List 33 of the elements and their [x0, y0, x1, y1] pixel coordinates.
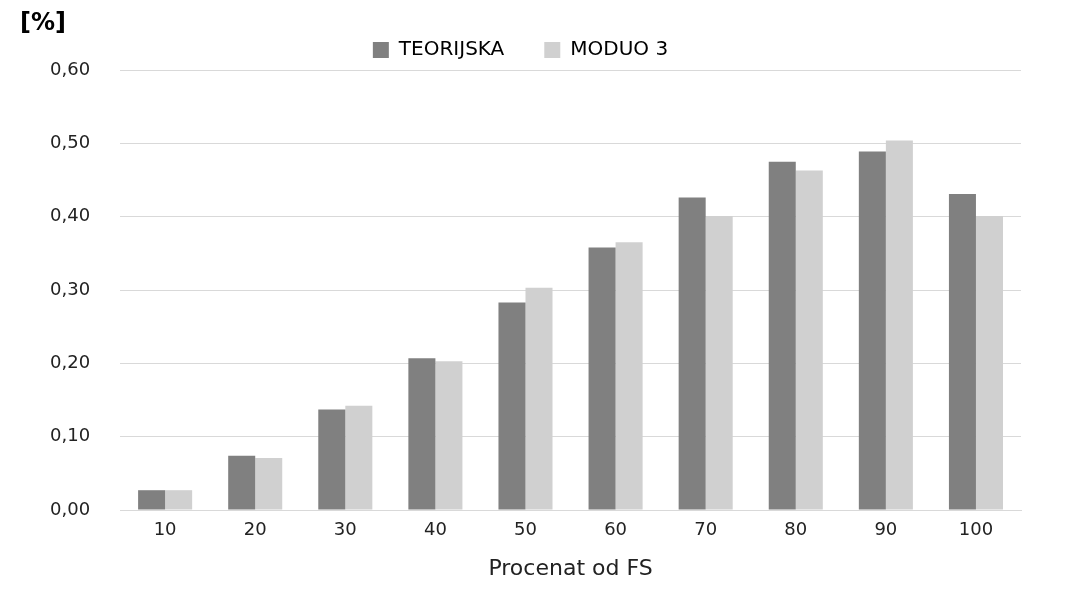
- bar: [588, 247, 616, 510]
- x-tick-label: 100: [958, 518, 994, 540]
- legend-label: MODUO 3: [570, 36, 669, 61]
- bar: [255, 457, 283, 510]
- x-tick-label: 20: [243, 518, 267, 540]
- legend-label: TEORIJSKA: [397, 36, 505, 61]
- bar: [408, 358, 436, 510]
- bar: [858, 151, 886, 510]
- bar: [768, 161, 796, 510]
- y-tick-label: 0,10: [50, 424, 91, 446]
- x-tick-label: 40: [423, 518, 447, 540]
- x-tick-label: 80: [784, 518, 808, 540]
- bar: [498, 302, 526, 510]
- x-tick-label: 60: [604, 518, 628, 540]
- y-tick-label: 0,60: [50, 57, 91, 79]
- y-tick-label: 0,30: [50, 277, 91, 299]
- bar: [228, 455, 256, 510]
- y-tick-label: 0,40: [50, 204, 91, 226]
- x-tick-label: 50: [514, 518, 537, 540]
- x-axis-title: Procenat od FS: [488, 554, 653, 580]
- x-tick-label: 30: [333, 518, 357, 540]
- bar: [678, 197, 706, 510]
- bar: [165, 490, 193, 510]
- y-axis-title: [%]: [20, 8, 66, 37]
- x-tick-label: 90: [874, 518, 898, 540]
- x-tick-label: 70: [694, 518, 718, 540]
- bar: [318, 409, 346, 510]
- bar: [948, 193, 976, 510]
- y-tick-label: 0,50: [50, 131, 91, 153]
- x-tick-label: 10: [153, 518, 177, 540]
- bar: [138, 490, 166, 510]
- y-tick-label: 0,00: [50, 497, 91, 519]
- y-tick-label: 0,20: [50, 351, 91, 373]
